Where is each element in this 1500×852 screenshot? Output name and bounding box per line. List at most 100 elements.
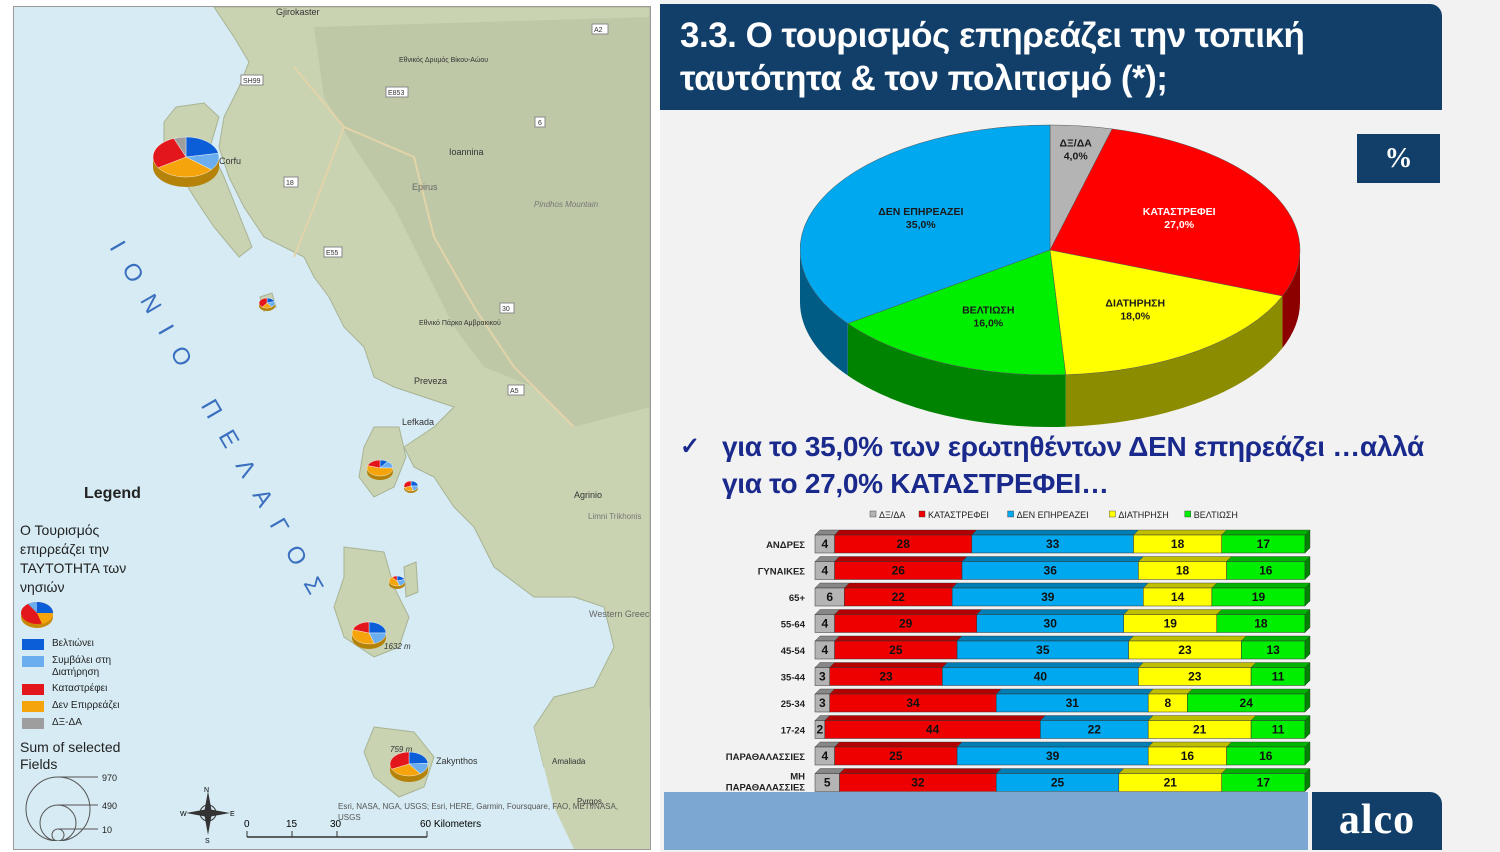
legend-item: Βελτιώνει — [22, 637, 212, 654]
place-label: 1632 m — [384, 642, 411, 651]
legend-item-label: Δεν Επιρρεάζει — [52, 700, 120, 711]
pie-slice-label: ΒΕΛΤΙΩΣΗ — [962, 305, 1014, 317]
road-shield: SH99 — [243, 78, 261, 85]
pie-slice — [1049, 128, 1301, 297]
bar-segment-top — [829, 688, 1002, 695]
bar-legend-label: ΔΞ/ΔΑ — [879, 510, 905, 520]
bar-segment-top — [1147, 741, 1233, 748]
bar-segment-top — [1137, 556, 1233, 562]
map-attribution: Esri, NASA, NGA, USGS; Esri, HERE, Garmi… — [338, 802, 619, 822]
legend-size-value: 490 — [102, 801, 117, 811]
legend-item: Συμβάλει στη Διατήρηση — [22, 654, 212, 682]
map-pie-kefalonia — [351, 621, 387, 649]
legend-swatch — [22, 684, 44, 695]
bar-segment-value: 18 — [1171, 537, 1185, 551]
bar-segment-value: 16 — [1259, 749, 1273, 763]
map-canvas: Gjirokaster Εθνικός Δρυμός Βίκου-Αώου Io… — [104, 7, 650, 849]
map-pie-slice — [403, 480, 412, 488]
map-pies — [152, 136, 429, 782]
pie-slice — [1049, 249, 1283, 376]
bar-segment-top — [1186, 688, 1311, 695]
pie-slice-value: 27,0% — [1164, 219, 1194, 231]
place-label: Pyrgos — [577, 797, 602, 806]
legend-item-label: Καταστρέφει — [52, 683, 108, 694]
bar-legend-swatch — [869, 510, 877, 518]
bar-segment-top — [1147, 688, 1193, 695]
bar-segment-value: 16 — [1259, 564, 1273, 578]
legend-swatch — [22, 656, 44, 667]
bar-segment-value: 33 — [1046, 537, 1060, 551]
map-pie-zakynthos — [389, 751, 429, 782]
bar-row: 65+ 6 22 39 14 19 — [789, 582, 1311, 607]
bar-segment-top — [976, 609, 1130, 615]
bar-segment-top — [971, 529, 1139, 536]
bar-row: 55-64 4 29 30 19 18 — [781, 609, 1311, 633]
map-pie-slice — [367, 459, 381, 469]
bar-segment-value: 5 — [824, 776, 831, 790]
place-label: Agrinio — [574, 490, 602, 500]
road-lines — [293, 66, 575, 428]
statement-line: για το 35,0% των ερωτηθέντων ΔΕΝ επηρεάζ… — [722, 431, 1424, 462]
bar-segment-top — [1118, 768, 1228, 774]
bar-segment-value: 17 — [1257, 776, 1271, 790]
bar-row: ΓΥΝΑΙΚΕΣ 4 26 36 18 16 — [758, 556, 1311, 580]
bar-category-label: 17-24 — [781, 726, 806, 737]
bar-segment-value: 22 — [892, 590, 906, 604]
legend-size-value: 10 — [102, 825, 112, 835]
pie-slice-value: 18,0% — [1120, 311, 1150, 323]
compass-label: S — [205, 838, 210, 845]
bar-category-label: ΜΗ — [790, 772, 805, 783]
bar-legend-swatch — [1007, 510, 1014, 518]
bar-segment-top — [839, 768, 1002, 774]
alco-logo: alco — [1312, 792, 1442, 850]
bar-segment-top — [824, 715, 1046, 721]
scale-bar: 0 15 30 60 Kilometers — [244, 819, 481, 838]
legend-item: Δεν Επιρρεάζει — [22, 699, 212, 716]
footer-bar — [664, 792, 1308, 850]
bar-legend-label: ΒΕΛΤΙΩΣΗ — [1194, 510, 1238, 520]
bar-segment-value: 23 — [1178, 643, 1192, 657]
bar-row: 45-54 4 25 35 23 13 — [781, 635, 1311, 660]
compass-label: W — [180, 811, 187, 818]
map-pie-slice — [410, 480, 419, 487]
pie-side — [847, 323, 1066, 427]
place-label: Western Greece — [589, 609, 650, 619]
bar-segment-top — [1240, 635, 1311, 642]
bar-segment-value: 26 — [892, 564, 906, 578]
bar-segment-value: 29 — [899, 617, 913, 631]
bar-segment-side — [1304, 529, 1311, 554]
bar-segment-value: 4 — [821, 564, 828, 578]
place-label: Gjirokaster — [276, 7, 320, 17]
bar-segment-value: 3 — [819, 696, 826, 710]
bar-segment-top — [834, 741, 963, 748]
map-pie-paxoi — [258, 297, 276, 311]
map-pie-slice — [258, 297, 268, 308]
bar-segment-value: 21 — [1164, 776, 1178, 790]
bar-segment-side — [1304, 768, 1311, 792]
bar-segment-top — [1226, 741, 1311, 748]
bar-segment-value: 11 — [1272, 670, 1285, 684]
bar-segment-value: 22 — [1088, 723, 1102, 737]
bar-segment-value: 39 — [1046, 749, 1060, 763]
pie-slice-label: ΔΞ/ΔΑ — [1060, 137, 1093, 149]
slide-title: 3.3. Ο τουρισμός επηρεάζει την τοπική τα… — [680, 14, 1420, 100]
bar-category-label: 35-44 — [781, 673, 806, 684]
place-label: Pindhos Mountain — [534, 200, 599, 209]
bar-segment-top — [1216, 609, 1311, 615]
slide-title-line: 3.3. Ο τουρισμός επηρεάζει την τοπική — [680, 16, 1305, 55]
map-pie-slice — [152, 138, 187, 168]
bar-segment-top — [834, 529, 978, 536]
road-shield: A2 — [594, 27, 603, 34]
bar-segment-value: 4 — [821, 537, 828, 551]
bar-segment-top — [1226, 556, 1311, 562]
bar-segment-value: 25 — [889, 643, 903, 657]
bar-segment-value: 32 — [911, 776, 925, 790]
bar-category-label: 45-54 — [781, 646, 806, 657]
legend-size-value: 970 — [102, 773, 117, 783]
map-pie-lefkada — [366, 459, 394, 480]
legend-swatch — [22, 701, 44, 712]
legend-item-label: ΔΞ-ΔΑ — [52, 717, 82, 728]
bar-segment-value: 18 — [1176, 564, 1190, 578]
place-label: Corfu — [219, 156, 241, 166]
bar-segment-side — [1304, 688, 1311, 713]
